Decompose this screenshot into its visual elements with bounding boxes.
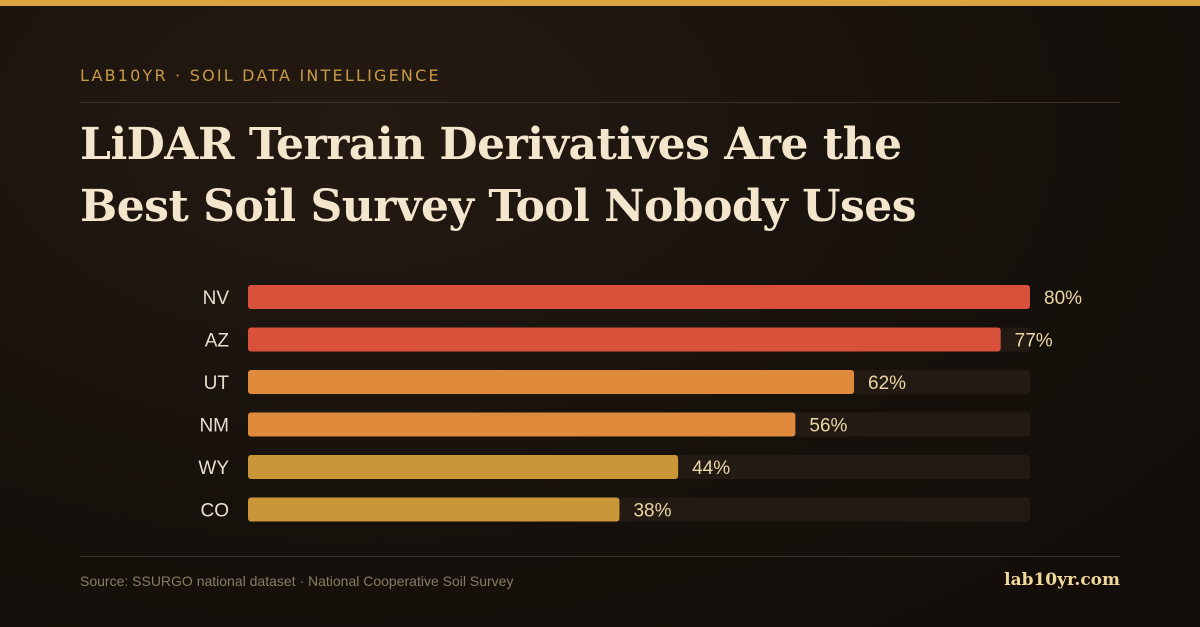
bar-nv bbox=[248, 285, 1030, 309]
title-line-1: LiDAR Terrain Derivatives Are the bbox=[80, 119, 902, 170]
source-note: Source: SSURGO national dataset · Nation… bbox=[80, 573, 514, 589]
bar-ut bbox=[248, 370, 855, 394]
category-label: NM bbox=[199, 416, 229, 437]
bar-az bbox=[248, 327, 1001, 352]
bar-chart: NV 80% AZ 77% UT 62% NM 56% WY 44% CO 38% bbox=[198, 285, 1082, 522]
bar-co bbox=[248, 497, 620, 522]
value-label: 38% bbox=[633, 501, 671, 522]
accent-bar bbox=[0, 0, 1200, 6]
value-label: 77% bbox=[1015, 331, 1053, 352]
value-label: 56% bbox=[809, 416, 847, 437]
category-label: NV bbox=[203, 288, 230, 309]
category-label: WY bbox=[198, 458, 229, 479]
bar-wy bbox=[248, 455, 679, 479]
title-line-2: Best Soil Survey Tool Nobody Uses bbox=[80, 181, 917, 232]
eyebrow-label: LAB10YR · SOIL DATA INTELLIGENCE bbox=[80, 66, 441, 85]
category-label: CO bbox=[201, 501, 230, 522]
footer-divider bbox=[80, 556, 1120, 557]
brand-link[interactable]: lab10yr.com bbox=[1004, 570, 1120, 590]
value-label: 44% bbox=[692, 458, 730, 479]
category-label: UT bbox=[204, 373, 230, 394]
category-label: AZ bbox=[205, 331, 230, 352]
page-title: LiDAR Terrain Derivatives Are the Best S… bbox=[80, 114, 1140, 238]
value-label: 62% bbox=[868, 373, 906, 394]
value-label: 80% bbox=[1044, 288, 1082, 309]
bar-nm bbox=[248, 412, 796, 437]
header-divider bbox=[80, 102, 1120, 103]
